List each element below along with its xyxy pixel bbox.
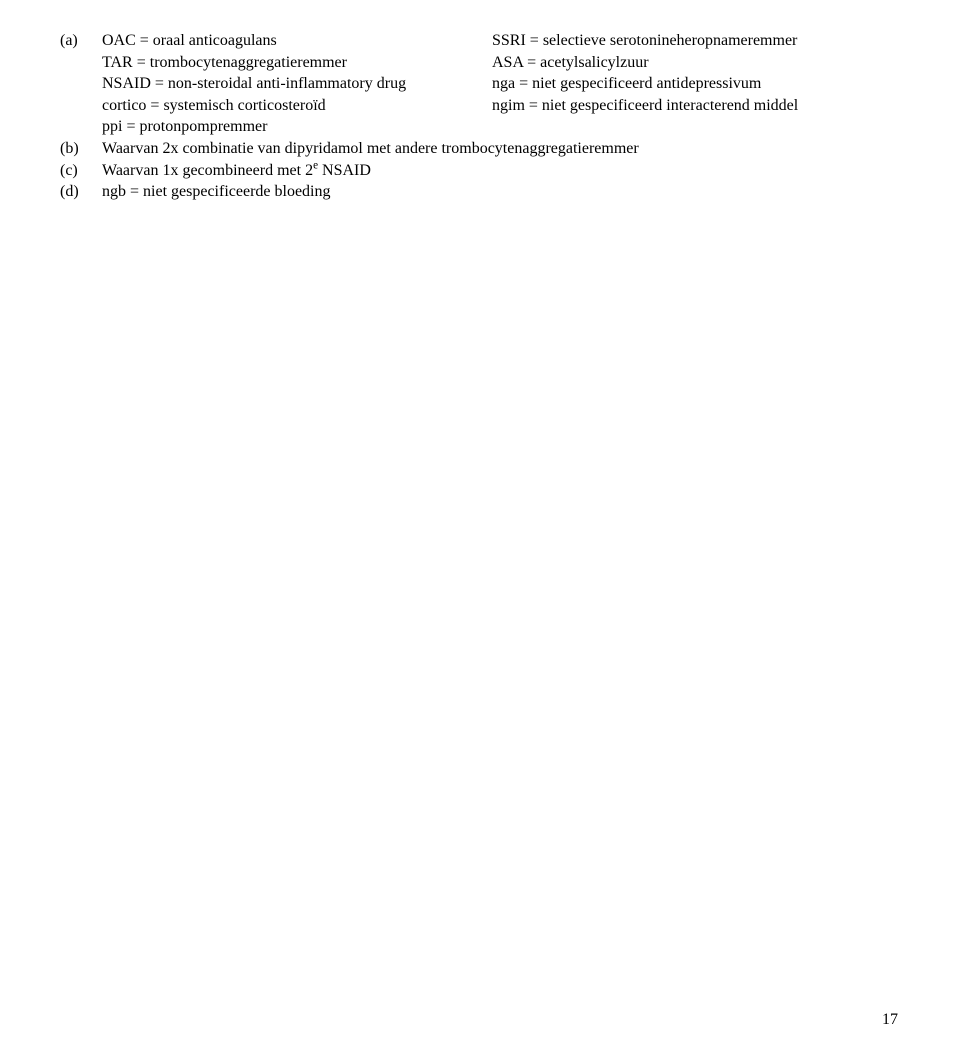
definition-left: TAR = trombocytenaggregatieremmer xyxy=(102,52,492,74)
section-label: (c) xyxy=(60,160,102,182)
definition-left: NSAID = non-steroidal anti-inflammatory … xyxy=(102,73,492,95)
page-number: 17 xyxy=(882,1011,898,1029)
definition-row: TAR = trombocytenaggregatieremmer ASA = … xyxy=(60,52,920,74)
definition-left: cortico = systemisch corticosteroïd xyxy=(102,95,492,117)
definition-right: ASA = acetylsalicylzuur xyxy=(492,52,920,74)
note-text: Waarvan 2x combinatie van dipyridamol me… xyxy=(102,138,920,160)
section-label-empty xyxy=(60,73,102,95)
note-row: (d) ngb = niet gespecificeerde bloeding xyxy=(60,181,920,203)
note-text-pre: Waarvan 1x gecombineerd met 2 xyxy=(102,162,313,179)
section-label: (a) xyxy=(60,30,102,52)
definition-right: SSRI = selectieve serotonineheropnamerem… xyxy=(492,30,920,52)
definition-right: ngim = niet gespecificeerd interacterend… xyxy=(492,95,920,117)
section-label-empty xyxy=(60,95,102,117)
section-label: (d) xyxy=(60,181,102,203)
definition-row: (a) OAC = oraal anticoagulans SSRI = sel… xyxy=(60,30,920,52)
section-label-empty xyxy=(60,52,102,74)
definition-left: ppi = protonpompremmer xyxy=(102,116,492,138)
section-label: (b) xyxy=(60,138,102,160)
definition-right: nga = niet gespecificeerd antidepressivu… xyxy=(492,73,920,95)
note-row: (b) Waarvan 2x combinatie van dipyridamo… xyxy=(60,138,920,160)
definition-right xyxy=(492,116,920,138)
definition-row: cortico = systemisch corticosteroïd ngim… xyxy=(60,95,920,117)
note-row: (c) Waarvan 1x gecombineerd met 2e NSAID xyxy=(60,160,920,182)
definition-left: OAC = oraal anticoagulans xyxy=(102,30,492,52)
note-text: Waarvan 1x gecombineerd met 2e NSAID xyxy=(102,160,920,182)
definition-row: ppi = protonpompremmer xyxy=(60,116,920,138)
definition-row: NSAID = non-steroidal anti-inflammatory … xyxy=(60,73,920,95)
note-text-post: NSAID xyxy=(318,162,371,179)
note-text: ngb = niet gespecificeerde bloeding xyxy=(102,181,920,203)
section-label-empty xyxy=(60,116,102,138)
page-container: (a) OAC = oraal anticoagulans SSRI = sel… xyxy=(0,0,960,1061)
